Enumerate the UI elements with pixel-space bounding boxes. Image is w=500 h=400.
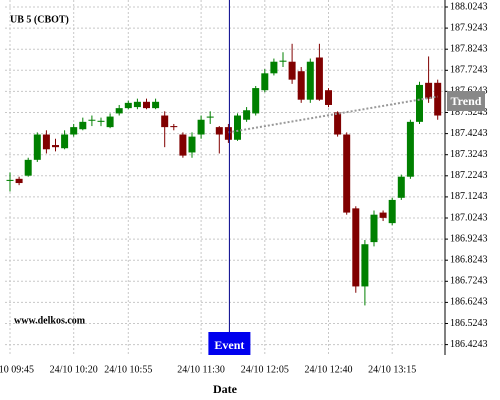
candle-body: [52, 145, 59, 148]
y-tick-label: 186.7243: [450, 276, 488, 287]
candle-body: [161, 115, 169, 128]
candle-body: [206, 116, 214, 118]
candle-body: [115, 108, 123, 114]
y-tick-label: 187.7243: [450, 65, 488, 76]
trend-label-box: [447, 91, 485, 111]
y-tick-label: 186.9243: [450, 233, 488, 244]
candle-body: [352, 208, 360, 287]
x-tick-label: 24/10 12:40: [304, 364, 352, 375]
candle-body: [215, 127, 223, 135]
candle-body: [343, 134, 351, 213]
candle-body: [61, 134, 69, 149]
candle-body: [315, 57, 323, 100]
y-tick-label: 187.2243: [450, 170, 488, 181]
candle-body: [361, 244, 369, 287]
y-tick-label: 187.0243: [450, 212, 488, 223]
y-tick-label: 187.3243: [450, 149, 488, 160]
y-tick-label: 187.8243: [450, 44, 488, 55]
candle-body: [334, 112, 342, 135]
x-tick-label: 24/10 11:30: [177, 364, 225, 375]
candle-body: [106, 116, 114, 128]
candle-body: [261, 73, 269, 91]
candle-body: [133, 101, 141, 108]
y-tick-label: 186.5243: [450, 318, 488, 329]
trend-label: Trend: [451, 94, 482, 108]
event-box: [208, 332, 251, 355]
candle-body: [397, 176, 405, 198]
candle-body: [97, 120, 105, 122]
event-label: Event: [214, 338, 244, 352]
y-tick-label: 187.4243: [450, 128, 488, 139]
x-tick-label: 24/10 10:55: [104, 364, 152, 375]
candle-body: [425, 82, 433, 99]
candle-body: [179, 134, 187, 156]
candle-body: [88, 119, 96, 121]
x-tick-label: 24/10 13:15: [368, 364, 416, 375]
candle-body: [24, 159, 32, 176]
candle-body: [224, 127, 232, 140]
candle-body: [42, 134, 50, 150]
y-tick-label: 186.8243: [450, 254, 488, 265]
candle-body: [416, 84, 423, 122]
trend-line: [228, 95, 438, 134]
candle-body: [252, 88, 260, 114]
candle-body: [152, 101, 160, 109]
candle-body: [325, 90, 332, 105]
y-tick-label: 187.9243: [450, 22, 488, 33]
candle-body: [234, 115, 241, 140]
y-tick-label: 187.1243: [450, 191, 488, 202]
candle-body: [306, 61, 314, 100]
candle-body: [297, 71, 305, 100]
candle-body: [188, 136, 196, 153]
candle-body: [197, 119, 205, 135]
x-tick-label: 24/10 12:05: [241, 364, 289, 375]
candle-body: [406, 121, 414, 177]
chart-title: UB 5 (CBOT): [10, 14, 69, 25]
candle-body: [279, 60, 287, 62]
candle-body: [79, 121, 87, 130]
candle-body: [170, 126, 178, 128]
candle-body: [6, 179, 14, 181]
x-axis-title: Date: [213, 382, 238, 396]
y-tick-label: 186.4243: [450, 339, 488, 350]
candle-body: [70, 127, 78, 135]
candle-body: [270, 61, 278, 74]
candle-body: [434, 82, 442, 116]
candle-body: [388, 199, 396, 224]
watermark: www.delkos.com: [14, 315, 86, 326]
candles: [6, 43, 442, 306]
candle-body: [124, 102, 132, 109]
x-tick-label: 24/10 09:45: [0, 364, 34, 375]
candle-body: [379, 212, 387, 218]
y-tick-label: 188.0243: [450, 1, 488, 12]
y-tick-label: 187.5243: [450, 107, 488, 118]
y-tick-label: 186.6243: [450, 297, 488, 308]
candle-body: [243, 110, 251, 120]
x-tick-label: 24/10 10:20: [50, 364, 98, 375]
candle-body: [143, 101, 150, 109]
candle-body: [33, 134, 41, 160]
candle-body: [15, 178, 23, 184]
candle-body: [370, 214, 378, 243]
candle-body: [288, 61, 296, 80]
